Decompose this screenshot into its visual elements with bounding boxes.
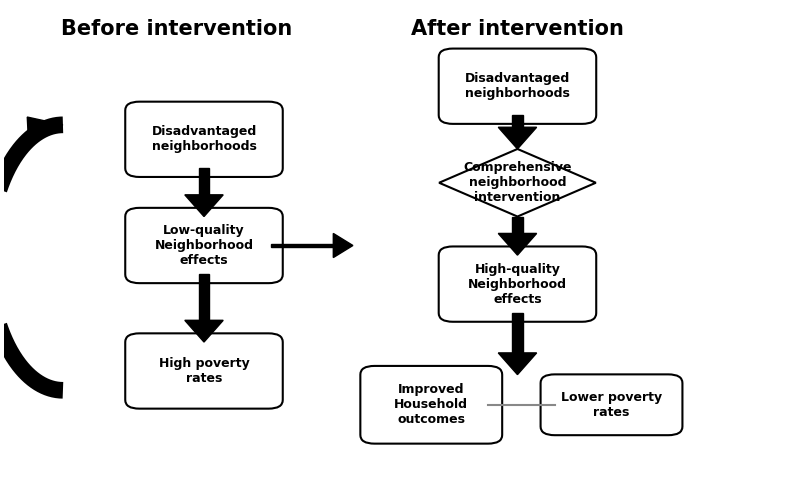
Polygon shape — [185, 195, 223, 217]
Text: After intervention: After intervention — [411, 19, 624, 39]
Bar — [512, 313, 523, 353]
FancyBboxPatch shape — [439, 246, 596, 322]
Bar — [199, 168, 210, 195]
FancyBboxPatch shape — [439, 49, 596, 124]
FancyBboxPatch shape — [360, 366, 502, 444]
Polygon shape — [498, 233, 537, 255]
Text: Before intervention: Before intervention — [61, 19, 292, 39]
FancyBboxPatch shape — [125, 333, 283, 409]
Text: Lower poverty
rates: Lower poverty rates — [561, 391, 662, 419]
Polygon shape — [439, 149, 596, 217]
Text: High-quality
Neighborhood
effects: High-quality Neighborhood effects — [468, 263, 567, 305]
Text: Low-quality
Neighborhood
effects: Low-quality Neighborhood effects — [154, 224, 253, 267]
FancyBboxPatch shape — [125, 102, 283, 177]
Polygon shape — [498, 127, 537, 149]
Bar — [271, 244, 333, 247]
Polygon shape — [333, 233, 353, 258]
Text: Improved
Household
outcomes: Improved Household outcomes — [394, 383, 468, 426]
Bar — [512, 217, 523, 233]
FancyBboxPatch shape — [541, 374, 683, 435]
Polygon shape — [185, 320, 223, 342]
Polygon shape — [27, 117, 63, 134]
Text: Comprehensive
neighborhood
intervention: Comprehensive neighborhood intervention — [463, 161, 572, 204]
Polygon shape — [498, 353, 537, 375]
Bar — [512, 115, 523, 127]
FancyBboxPatch shape — [125, 208, 283, 283]
Text: High poverty
rates: High poverty rates — [158, 357, 249, 385]
Text: Disadvantaged
neighborhoods: Disadvantaged neighborhoods — [465, 72, 570, 100]
Text: Disadvantaged
neighborhoods: Disadvantaged neighborhoods — [151, 125, 257, 153]
Bar — [199, 274, 210, 320]
